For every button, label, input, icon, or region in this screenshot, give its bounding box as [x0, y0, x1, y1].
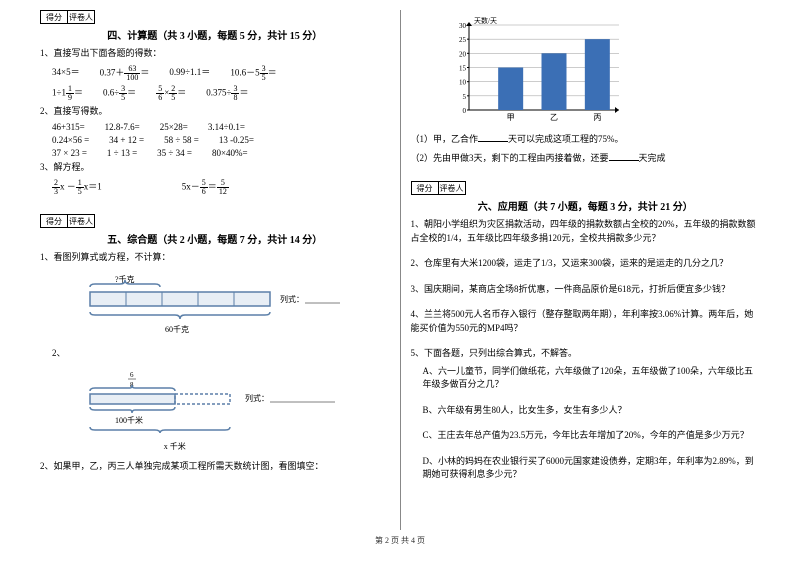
expr: 46+315= [52, 122, 85, 132]
q5-1-sub2: 2、 [52, 347, 390, 361]
d2-mid-label: 100千米 [115, 415, 143, 425]
q6-1: 1、朝阳小学组织为灾区捐款活动，四年级的捐款数额占全校的20%，五年级的捐款数额… [411, 218, 761, 245]
expr: 56×25＝ [156, 85, 186, 102]
d2-formula-label: 列式： [245, 393, 269, 403]
q6-2: 2、仓库里有大米1200袋，运走了1/3，又运来300袋，运来的是运走的几分之几… [411, 257, 761, 271]
expr: 0.99÷1.1＝ [169, 65, 210, 82]
q6-5d: D、小林的妈妈在农业银行买了6000元国家建设债券，定期3年，年利率为2.89%… [423, 455, 761, 482]
svg-text:0: 0 [462, 107, 466, 115]
q5-2: 2、如果甲，乙，丙三人单独完成某项工程所需天数统计图，看图填空： [40, 460, 390, 474]
q6-3: 3、国庆期间，某商店全场8折优惠，一件商品原价是618元，打折后便宜多少钱？ [411, 283, 761, 297]
score-label: 得分 [411, 181, 439, 195]
expr: 0.6÷35＝ [103, 85, 136, 102]
expr: 0.24×56 = [52, 135, 89, 145]
q4-1: 1、直接写出下面各题的得数： [40, 47, 390, 61]
svg-text:丙: 丙 [593, 113, 601, 122]
svg-text:25: 25 [459, 36, 467, 44]
expr: 80×40%= [212, 148, 248, 158]
score-box-6: 得分 评卷人 [411, 181, 761, 195]
q6-4: 4、兰兰将500元人名币存入银行（整存整取两年期），年利率按3.06%计算。两年… [411, 308, 761, 335]
q6-5: 5、下面各题，只列出综合算式，不解答。 [411, 347, 761, 361]
q6-5c: C、王庄去年总产值为23.5万元，今年比去年增加了20%，今年的产值是多少万元？ [423, 429, 761, 443]
q6-5a: A、六一儿童节，同学们做纸花，六年级做了120朵，五年级做了100朵，六年级比五… [423, 365, 761, 392]
score-box-4: 得分 评卷人 [40, 10, 390, 24]
q4-2: 2、直接写得数。 [40, 105, 390, 119]
expr: 10.6－535＝ [230, 65, 276, 82]
expr: 12.8-7.6= [105, 122, 140, 132]
score-label: 得分 [40, 214, 68, 228]
section-4-title: 四、计算题（共 3 小题，每题 5 分，共计 15 分） [40, 27, 390, 42]
bar-chart: 天数/天 0 5 10 15 20 25 30 甲 乙 丙 [441, 15, 761, 127]
score-label: 得分 [40, 10, 68, 24]
svg-text:15: 15 [459, 65, 467, 73]
expr: 34×5＝ [52, 65, 80, 82]
d1-formula-label: 列式： [280, 294, 304, 304]
left-column: 得分 评卷人 四、计算题（共 3 小题，每题 5 分，共计 15 分） 1、直接… [30, 10, 401, 530]
svg-text:天数/天: 天数/天 [474, 16, 497, 25]
expr: 0.37＋63100＝ [100, 65, 150, 82]
svg-text:20: 20 [459, 50, 467, 58]
section-5-title: 五、综合题（共 2 小题，每题 7 分，共计 14 分） [40, 231, 390, 246]
expr: 25×28= [160, 122, 188, 132]
chart-q1: （1）甲，乙合作天可以完成这项工程的75%。 [411, 132, 761, 147]
q4-2-row1: 46+315= 12.8-7.6= 25×28= 3.14÷0.1= [52, 122, 390, 132]
svg-text:甲: 甲 [506, 113, 514, 122]
right-column: 天数/天 0 5 10 15 20 25 30 甲 乙 丙 （1）甲，乙合作天可以完成这项工程的75… [401, 10, 771, 530]
diagram-1: ?千克 60千克 列式： [60, 272, 390, 339]
expr: 34 + 12 = [109, 135, 144, 145]
q4-2-row2: 0.24×56 = 34 + 12 = 58 ÷ 58 = 13 -0.25= [52, 135, 390, 145]
svg-text:乙: 乙 [550, 113, 558, 122]
d2-x-label: x 千米 [0, 441, 390, 452]
q5-1: 1、看图列算式或方程，不计算： [40, 251, 390, 265]
eq2: 5x－56＝512 [182, 179, 229, 196]
svg-text:10: 10 [459, 79, 467, 87]
section-6-title: 六、应用题（共 7 小题，每题 3 分，共计 21 分） [411, 198, 761, 213]
expr: 13 -0.25= [219, 135, 254, 145]
q4-1-row2: 1÷119＝ 0.6÷35＝ 56×25＝ 0.375÷38＝ [52, 85, 390, 102]
expr: 0.375÷38＝ [206, 85, 248, 102]
page-footer: 第 2 页 共 4 页 [30, 535, 770, 546]
d2-frac-n: 6 [130, 371, 134, 379]
expr: 35 ÷ 34 = [157, 148, 192, 158]
expr: 1 ÷ 13 = [107, 148, 137, 158]
diagram-2: 6 8 100千米 x 千米 列式： x 千米 [60, 369, 390, 452]
expr: 58 ÷ 58 = [164, 135, 199, 145]
grader-label: 评卷人 [67, 10, 95, 24]
eq1: 23x －15x＝1 [52, 179, 102, 196]
d1-bottom-label: 60千克 [165, 324, 189, 334]
chart-q2: （2）先由甲做3天，剩下的工程由丙接着做，还要天完成 [411, 151, 761, 166]
q4-1-row1: 34×5＝ 0.37＋63100＝ 0.99÷1.1＝ 10.6－535＝ [52, 65, 390, 82]
q4-2-row3: 37 × 23 = 1 ÷ 13 = 35 ÷ 34 = 80×40%= [52, 148, 390, 158]
score-box-5: 得分 评卷人 [40, 214, 390, 228]
svg-text:5: 5 [462, 93, 466, 101]
grader-label: 评卷人 [438, 181, 466, 195]
q4-3: 3、解方程。 [40, 161, 390, 175]
grader-label: 评卷人 [67, 214, 95, 228]
expr: 37 × 23 = [52, 148, 87, 158]
expr: 1÷119＝ [52, 85, 83, 102]
expr: 3.14÷0.1= [208, 122, 245, 132]
svg-text:30: 30 [459, 22, 467, 30]
q4-3-row: 23x －15x＝1 5x－56＝512 [52, 179, 390, 196]
q6-5b: B、六年级有男生80人，比女生多，女生有多少人？ [423, 404, 761, 418]
